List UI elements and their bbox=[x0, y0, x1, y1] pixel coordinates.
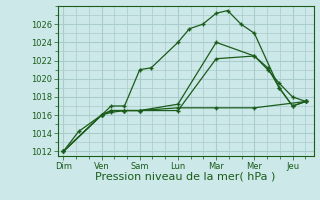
X-axis label: Pression niveau de la mer( hPa ): Pression niveau de la mer( hPa ) bbox=[95, 172, 276, 182]
